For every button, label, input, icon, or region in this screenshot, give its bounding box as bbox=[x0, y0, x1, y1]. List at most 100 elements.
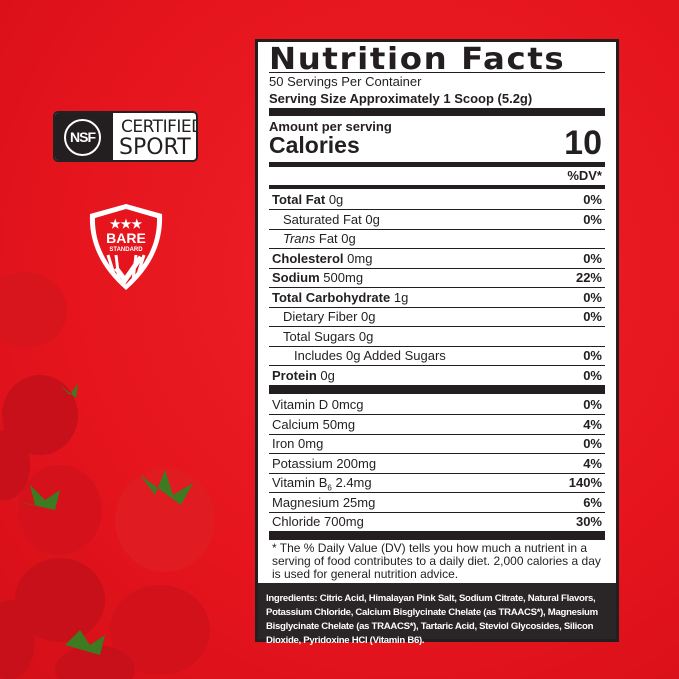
nutrient-row: Trans Fat 0g bbox=[269, 229, 605, 249]
nutrient-dv: 22% bbox=[575, 270, 602, 285]
label-title: Nutrition Facts bbox=[269, 42, 566, 77]
nutrient-name-amount: Chloride 700mg bbox=[272, 514, 364, 529]
nutrient-name-amount: Total Carbohydrate 1g bbox=[272, 290, 408, 305]
calories-label: Calories bbox=[269, 132, 360, 158]
nutrient-name: Protein bbox=[272, 367, 317, 383]
amount-per-serving: Amount per serving bbox=[269, 119, 392, 134]
nutrient-dv: 6% bbox=[583, 494, 602, 510]
nutrient-name: Saturated Fat bbox=[283, 211, 362, 227]
nutrient-row: Cholesterol 0mg 0% bbox=[269, 249, 605, 269]
nutrient-amount: 0g bbox=[328, 192, 344, 207]
nutrient-amount: 0mg bbox=[347, 250, 373, 266]
serving-size: Serving Size Approximately 1 Scoop (5.2g… bbox=[269, 91, 533, 106]
calories-value: 10 bbox=[564, 124, 602, 162]
nutrient-dv: 140% bbox=[568, 475, 602, 490]
nutrient-dv: 4% bbox=[583, 416, 602, 432]
nutrient-name-amount: Saturated Fat 0g bbox=[283, 212, 380, 227]
svg-text:★★★: ★★★ bbox=[110, 217, 143, 231]
nutrient-name: Total Fat bbox=[272, 192, 326, 207]
nutrient-name: Iron bbox=[272, 436, 295, 451]
nutrient-amount: 0mcg bbox=[331, 397, 364, 412]
nutrient-row: Total Fat 0g 0% bbox=[269, 190, 605, 210]
nutrient-name: Trans bbox=[283, 231, 316, 246]
nsf-certified-text: CERTIFIED bbox=[121, 117, 198, 137]
nutrient-name-amount: Cholesterol 0mg bbox=[272, 251, 372, 266]
nutrient-name: Chloride bbox=[272, 514, 321, 529]
nutrient-name-amount: Total Sugars 0g bbox=[283, 329, 373, 344]
nutrient-row: Iron 0mg 0% bbox=[269, 434, 605, 454]
nutrient-row: Chloride 700mg 30% bbox=[269, 512, 605, 532]
nutrient-row: Calcium 50mg 4% bbox=[269, 415, 605, 435]
nutrient-row: Total Sugars 0g bbox=[269, 327, 605, 347]
nutrient-amount: 0mg bbox=[298, 436, 324, 451]
nutrient-amount: 1g bbox=[393, 289, 409, 305]
nutrient-name-amount: Magnesium 25mg bbox=[272, 495, 375, 510]
nutrient-name-amount: Total Fat 0g bbox=[272, 192, 343, 207]
dv-header: %DV* bbox=[567, 168, 602, 183]
nutrient-dv: 30% bbox=[575, 514, 602, 529]
nutrient-name-amount: Dietary Fiber 0g bbox=[283, 309, 376, 324]
nutrient-row: Vitamin B6 2.4mg 140% bbox=[269, 473, 605, 493]
nutrient-amount: 50mg bbox=[322, 416, 356, 432]
nutrient-dv: 0% bbox=[583, 436, 602, 451]
nutrient-name-amount: Includes 0g Added Sugars bbox=[294, 348, 446, 363]
nutrient-row: Protein 0g 0% bbox=[269, 366, 605, 386]
svg-text:BARE: BARE bbox=[106, 230, 146, 246]
nsf-sport-text: SPORT bbox=[119, 135, 191, 160]
nutrient-name: Potassium bbox=[272, 455, 333, 471]
nutrient-name: Calcium bbox=[272, 416, 319, 432]
ingredients-text: Citric Acid, Himalayan Pink Salt, Sodium… bbox=[266, 593, 598, 646]
nutrient-dv: 0% bbox=[583, 211, 602, 227]
nutrient-amount: 200mg bbox=[336, 455, 377, 471]
nutrient-amount: 2.4mg bbox=[335, 475, 372, 490]
nsf-logo: NSF bbox=[64, 119, 101, 156]
nutrient-dv: 0% bbox=[583, 367, 602, 383]
dv-footnote: * The % Daily Value (DV) tells you how m… bbox=[272, 541, 601, 581]
nutrient-name: Dietary Fiber bbox=[283, 309, 358, 324]
nutrient-amount: 0g bbox=[320, 367, 335, 383]
nutrient-amount: Fat 0g bbox=[318, 231, 356, 246]
nutrient-row: Saturated Fat 0g 0% bbox=[269, 210, 605, 230]
nutrient-row: Total Carbohydrate 1g 0% bbox=[269, 288, 605, 308]
nutrient-name-amount: Vitamin B6 2.4mg bbox=[272, 475, 372, 493]
nutrient-amount: 25mg bbox=[342, 494, 376, 510]
nutrient-amount: 500mg bbox=[323, 270, 364, 285]
nutrient-name-amount: Trans Fat 0g bbox=[283, 231, 356, 246]
nutrient-name-amount: Potassium 200mg bbox=[272, 456, 376, 471]
nutrient-row: Potassium 200mg 4% bbox=[269, 454, 605, 474]
bare-standard-shield-icon: ★★★ BARE STANDARD bbox=[89, 204, 163, 290]
nutrient-row: Includes 0g Added Sugars 0% bbox=[269, 346, 605, 366]
nutrient-name-amount: Sodium 500mg bbox=[272, 270, 363, 285]
nutrient-dv: 0% bbox=[583, 289, 602, 305]
strawberries-image bbox=[0, 272, 215, 679]
nutrition-facts-panel: Nutrition Facts 50 Servings Per Containe… bbox=[255, 39, 619, 646]
nutrient-row: Sodium 500mg 22% bbox=[269, 268, 605, 288]
nutrient-dv: 0% bbox=[583, 397, 602, 412]
nutrient-name: Magnesium bbox=[272, 494, 340, 510]
nutrient-row: Vitamin D 0mcg 0% bbox=[269, 395, 605, 415]
svg-text:STANDARD: STANDARD bbox=[109, 247, 143, 253]
nutrient-name-amount: Iron 0mg bbox=[272, 436, 323, 451]
nutrient-amount: 0g bbox=[358, 328, 374, 344]
nutrient-amount: 0g bbox=[365, 211, 380, 227]
nutrient-name: Total Sugars bbox=[283, 328, 356, 344]
nutrient-name: Vitamin D bbox=[272, 397, 329, 412]
nutrient-row: Magnesium 25mg 6% bbox=[269, 493, 605, 513]
nutrient-name: Vitamin B bbox=[272, 475, 328, 490]
nutrient-name: Includes 0g Added Sugars bbox=[294, 348, 446, 363]
nutrient-dv: 0% bbox=[583, 309, 602, 324]
nutrient-dv: 0% bbox=[583, 250, 602, 266]
nutrient-name: Cholesterol bbox=[272, 250, 344, 266]
servings-per-container: 50 Servings Per Container bbox=[269, 74, 422, 89]
nutrient-name-amount: Protein 0g bbox=[272, 368, 335, 383]
nutrient-amount: 0g bbox=[361, 309, 376, 324]
nutrient-dv: 0% bbox=[583, 192, 602, 207]
nutrient-name-amount: Vitamin D 0mcg bbox=[272, 397, 364, 412]
nutrient-name: Total Carbohydrate bbox=[272, 289, 391, 305]
nutrient-dv: 0% bbox=[583, 348, 602, 363]
nutrient-amount: 700mg bbox=[324, 514, 364, 529]
ingredients-box: Ingredients: Citric Acid, Himalayan Pink… bbox=[258, 583, 616, 646]
nutrient-name-amount: Calcium 50mg bbox=[272, 417, 355, 432]
nutrient-row: Dietary Fiber 0g 0% bbox=[269, 307, 605, 327]
nutrient-dv: 4% bbox=[583, 455, 602, 471]
